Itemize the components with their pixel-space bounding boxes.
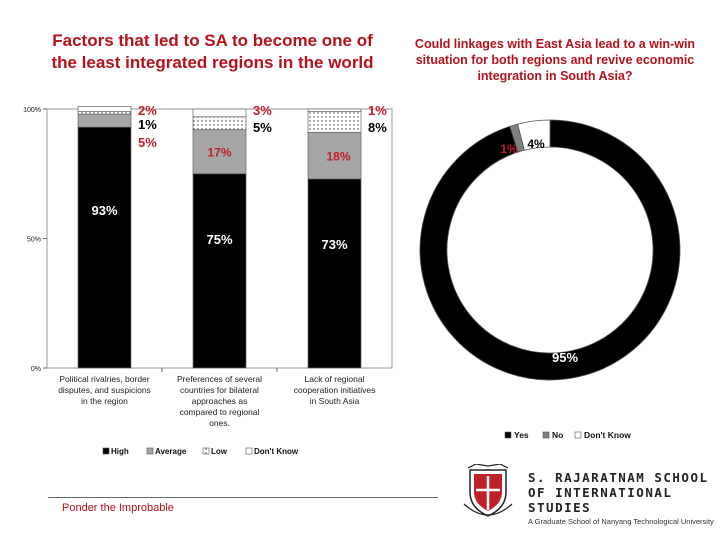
school-crest-logo — [463, 464, 513, 517]
donut-label-dont-know: 4% — [527, 137, 545, 151]
bar-high — [192, 173, 247, 369]
legend-swatch — [574, 431, 582, 439]
legend-swatch — [146, 447, 154, 455]
legend-label: High — [111, 447, 129, 456]
x-category-label: compared to regional — [180, 407, 260, 417]
x-category-label: Lack of regional — [304, 374, 364, 384]
data-label-high: 73% — [321, 237, 347, 252]
footer-tagline: Ponder the Improbable — [62, 502, 174, 514]
legend-label: Low — [211, 447, 228, 456]
legend-swatch — [504, 431, 512, 439]
data-label-average: 17% — [207, 146, 231, 160]
x-category-label: in South Asia — [310, 396, 360, 406]
school-name-line1: S. RAJARATNAM SCHOOL — [528, 470, 709, 485]
data-label-high: 93% — [91, 203, 117, 218]
bar-average — [307, 131, 362, 180]
donut-label-no: 1% — [500, 142, 518, 156]
data-label-side: 5% — [253, 120, 272, 135]
bar-low — [77, 111, 132, 115]
donut-label-yes: 95% — [552, 350, 578, 365]
x-category-label: disputes, and suspicions — [58, 385, 151, 395]
legend-label: Average — [155, 447, 187, 456]
right-chart-title: Could linkages with East Asia lead to a … — [414, 37, 696, 83]
data-label-high: 75% — [206, 232, 232, 247]
school-affiliation: A Graduate School of Nanyang Technologic… — [528, 517, 714, 526]
x-category-label: in the region — [81, 396, 128, 406]
legend-label: No — [552, 430, 563, 440]
legend-label: Don't Know — [584, 430, 631, 440]
bar-high — [77, 126, 132, 369]
legend-swatch — [102, 447, 110, 455]
bar-low — [307, 111, 362, 133]
y-tick-label: 0% — [31, 366, 41, 373]
stacked-bar-chart: 100%50%0%93%2%1%5%Political rivalries, b… — [23, 103, 393, 456]
x-category-label: cooperation initiatives — [294, 385, 376, 395]
bar-average — [77, 113, 132, 128]
data-label-side: 5% — [138, 135, 157, 150]
bar-dont-know — [307, 108, 362, 112]
donut-chart: 95% 1% 4% Yes No Don't Know — [419, 119, 681, 440]
data-label-side: 1% — [368, 103, 387, 118]
data-label-side: 3% — [253, 103, 272, 118]
y-tick-label: 50% — [27, 237, 41, 244]
x-category-label: ones. — [209, 418, 230, 428]
data-label-side: 2% — [138, 103, 157, 118]
donut-slice-yes — [419, 119, 681, 381]
bar-dont-know — [192, 108, 247, 118]
y-tick-label: 100% — [23, 107, 41, 114]
x-category-label: Political rivalries, border — [59, 374, 149, 384]
legend-label: Don't Know — [254, 447, 299, 456]
bar-low — [192, 116, 247, 131]
bar-high — [307, 178, 362, 369]
legend-swatch — [202, 447, 210, 455]
legend-label: Yes — [514, 430, 529, 440]
x-category-label: Preferences of several — [177, 374, 262, 384]
school-name: S. RAJARATNAM SCHOOL OF INTERNATIONAL ST… — [528, 470, 720, 526]
school-name-line2: OF INTERNATIONAL STUDIES — [528, 485, 673, 515]
bar-dont-know — [77, 106, 132, 112]
bar-average — [192, 129, 247, 175]
left-chart-title: Factors that led to SA to become one of … — [51, 31, 374, 72]
x-category-label: approaches as — [192, 396, 248, 406]
x-category-label: countries for bilateral — [180, 385, 259, 395]
donut-slice-don-t-know — [517, 119, 551, 151]
data-label-side: 1% — [138, 117, 157, 132]
data-label-side: 8% — [368, 120, 387, 135]
footer-divider — [48, 497, 438, 498]
legend-swatch — [245, 447, 253, 455]
legend-swatch — [542, 431, 550, 439]
data-label-average: 18% — [326, 150, 350, 164]
